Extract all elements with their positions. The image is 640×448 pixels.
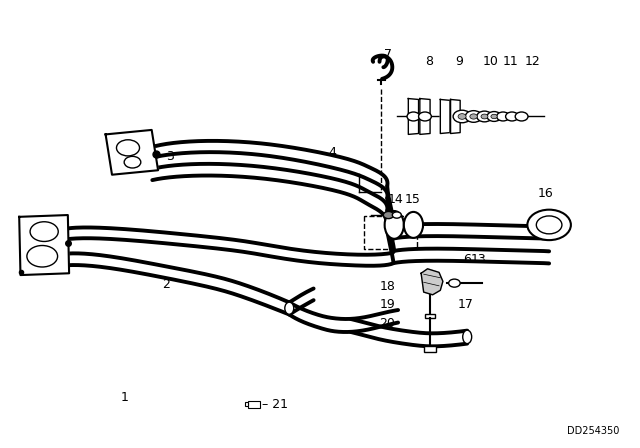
FancyBboxPatch shape bbox=[424, 346, 436, 352]
Circle shape bbox=[392, 212, 401, 218]
Circle shape bbox=[481, 114, 488, 119]
FancyBboxPatch shape bbox=[245, 402, 248, 406]
Circle shape bbox=[458, 114, 466, 119]
Text: 2: 2 bbox=[163, 278, 170, 291]
Text: 3: 3 bbox=[166, 150, 173, 164]
Polygon shape bbox=[440, 99, 450, 134]
Text: 7: 7 bbox=[385, 48, 392, 61]
Text: 18: 18 bbox=[380, 280, 395, 293]
Text: 4: 4 bbox=[329, 146, 337, 159]
Text: 11: 11 bbox=[503, 55, 518, 69]
FancyBboxPatch shape bbox=[248, 401, 260, 408]
Circle shape bbox=[536, 216, 562, 234]
Circle shape bbox=[419, 112, 431, 121]
Text: 9: 9 bbox=[456, 55, 463, 69]
Polygon shape bbox=[408, 99, 419, 134]
Circle shape bbox=[27, 246, 58, 267]
Polygon shape bbox=[420, 99, 430, 134]
Polygon shape bbox=[421, 269, 443, 295]
Text: 16: 16 bbox=[538, 187, 553, 200]
Text: – 21: – 21 bbox=[262, 397, 289, 411]
Text: 19: 19 bbox=[380, 298, 395, 311]
Circle shape bbox=[515, 112, 528, 121]
Text: 6: 6 bbox=[396, 214, 403, 227]
Circle shape bbox=[449, 279, 460, 287]
Ellipse shape bbox=[404, 212, 423, 238]
Circle shape bbox=[30, 222, 58, 241]
Polygon shape bbox=[106, 130, 158, 175]
Polygon shape bbox=[451, 99, 460, 134]
Ellipse shape bbox=[385, 211, 404, 239]
Circle shape bbox=[477, 111, 492, 122]
Polygon shape bbox=[394, 226, 549, 263]
Circle shape bbox=[527, 210, 571, 240]
FancyBboxPatch shape bbox=[425, 314, 435, 318]
Circle shape bbox=[506, 112, 518, 121]
Text: 8: 8 bbox=[425, 55, 433, 69]
Text: 3: 3 bbox=[49, 227, 57, 241]
Text: 20: 20 bbox=[380, 317, 395, 330]
Circle shape bbox=[470, 114, 477, 119]
Text: 1: 1 bbox=[121, 391, 129, 405]
Ellipse shape bbox=[285, 302, 294, 314]
Text: 15: 15 bbox=[405, 193, 420, 206]
Polygon shape bbox=[19, 215, 69, 275]
Circle shape bbox=[465, 111, 482, 122]
Circle shape bbox=[453, 110, 471, 123]
Text: 5: 5 bbox=[383, 214, 390, 227]
Text: 6: 6 bbox=[463, 253, 471, 267]
Text: 10: 10 bbox=[483, 55, 498, 69]
Circle shape bbox=[124, 156, 141, 168]
Circle shape bbox=[487, 112, 501, 121]
Circle shape bbox=[497, 112, 509, 121]
Circle shape bbox=[383, 211, 394, 219]
Text: 17: 17 bbox=[458, 298, 474, 311]
Circle shape bbox=[491, 114, 497, 119]
Circle shape bbox=[407, 112, 420, 121]
Text: 13: 13 bbox=[471, 253, 486, 267]
Text: 14: 14 bbox=[388, 193, 403, 206]
Ellipse shape bbox=[463, 330, 472, 344]
Polygon shape bbox=[67, 228, 393, 263]
Text: DD254350: DD254350 bbox=[567, 426, 620, 436]
Text: 12: 12 bbox=[525, 55, 540, 69]
Circle shape bbox=[116, 140, 140, 156]
